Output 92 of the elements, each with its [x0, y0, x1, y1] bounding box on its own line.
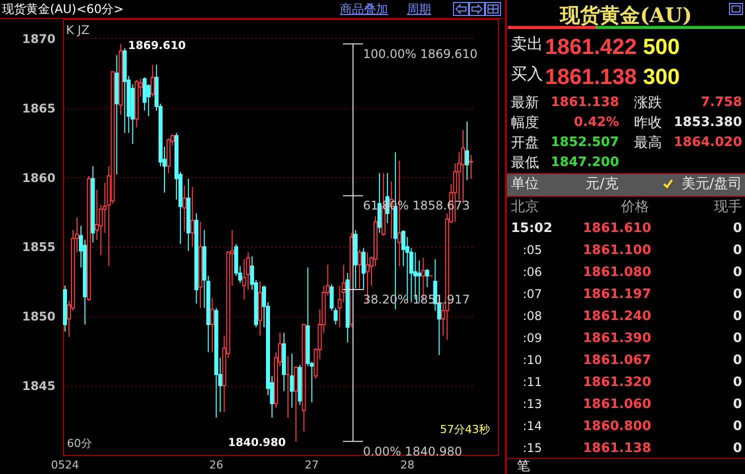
text: :10 [522, 353, 542, 367]
candlestick [465, 120, 470, 181]
text: 幅度 [511, 115, 539, 131]
text: :14 [522, 419, 542, 433]
text: 元/克 [586, 176, 618, 192]
text: 1861.197 [582, 287, 652, 302]
y-tick-label: 1855 [22, 240, 56, 254]
candlestick [290, 353, 294, 408]
text: 1861.138 [582, 441, 652, 456]
annotation: 1869.610 [128, 39, 186, 52]
text: 卖出 [511, 34, 543, 53]
text: 1864.020 [674, 135, 742, 150]
text: 0 [732, 309, 742, 324]
text: 1861.138 [545, 64, 637, 89]
ref-line-label: 0.00% 1840.980 [363, 444, 462, 458]
candlestick [210, 298, 214, 353]
text: 1847.200 [550, 155, 619, 170]
text: 0 [732, 243, 742, 258]
text: 0 [732, 331, 742, 346]
y-tick-label: 1865 [22, 101, 56, 116]
text: :11 [522, 375, 542, 389]
text: 0 [732, 221, 742, 236]
y-tick-label: 1850 [22, 310, 56, 324]
text: 1861.240 [582, 309, 652, 324]
text: 1852.507 [550, 135, 619, 150]
text: 0 [732, 375, 742, 390]
text: 15:02 [511, 221, 552, 236]
text: 0 [732, 397, 742, 412]
annotation: 1840.980 [228, 436, 286, 449]
text: :15 [522, 441, 542, 455]
annotation: 60分 [67, 437, 92, 450]
y-tick-label: 1845 [22, 379, 56, 394]
text: 1861.138 [550, 95, 619, 110]
text: 价格 [621, 199, 649, 215]
candlestick [190, 186, 194, 248]
text: 笔 [517, 459, 530, 474]
text: 0 [732, 265, 742, 280]
text: 1853.380 [674, 115, 742, 130]
text: :09 [522, 331, 542, 345]
text: 0.42% [574, 115, 619, 130]
candlestick [358, 248, 362, 289]
text: 7.758 [700, 95, 742, 110]
text: 1861.100 [582, 243, 652, 258]
text: 商品叠加 [340, 2, 388, 16]
candlestick [469, 154, 473, 180]
x-tick-label: 26 [209, 458, 224, 472]
text: 0 [732, 419, 742, 434]
text: 现货黄金(AU) [558, 3, 693, 27]
text: 现手 [714, 199, 742, 215]
annotation: K JZ [66, 23, 90, 37]
text: :07 [522, 287, 542, 301]
text: 周期 [407, 2, 431, 16]
x-tick-label: 0524 [50, 458, 79, 472]
text: 开盘 [511, 135, 539, 151]
candlestick [294, 366, 298, 442]
text: 1861.610 [582, 221, 652, 236]
text: 1860.800 [582, 419, 652, 434]
text: 1861.320 [582, 375, 652, 390]
text: 0 [732, 287, 742, 302]
x-tick-label: 28 [400, 458, 414, 472]
text: 1861.390 [582, 331, 652, 346]
text: :06 [522, 265, 542, 279]
text: 单位 [511, 176, 539, 192]
text: :13 [522, 397, 542, 411]
y-tick-label: 1870 [22, 32, 56, 46]
text: :08 [522, 309, 542, 323]
annotation: 57分43秒 [440, 423, 490, 436]
text: 最新 [511, 95, 539, 111]
text: 1861.067 [582, 353, 652, 368]
ref-line-label: 100.00% 1869.610 [363, 46, 478, 61]
text: 美元/盘司 [681, 176, 742, 192]
y-tick-label: 1860 [22, 170, 56, 185]
text: 昨收 [634, 115, 662, 131]
text: 0 [732, 353, 742, 368]
candlestick [182, 185, 186, 232]
text: 300 [643, 64, 680, 89]
text: :05 [522, 243, 542, 257]
text: 0 [732, 441, 742, 456]
candlestick [362, 248, 366, 290]
text: 买入 [511, 64, 543, 83]
text: 1861.422 [545, 34, 637, 59]
chart-title: 现货黄金(AU)<60分> [2, 2, 124, 16]
text: 最低 [511, 155, 539, 171]
text: 北京 [511, 199, 539, 215]
candlestick [425, 268, 430, 288]
text: 1861.060 [582, 397, 652, 412]
text: 涨跌 [634, 95, 662, 111]
text: 最高 [634, 135, 662, 151]
text: 500 [643, 34, 680, 59]
candlestick [150, 64, 155, 98]
text: 1861.080 [582, 265, 652, 280]
x-tick-label: 27 [304, 458, 319, 472]
